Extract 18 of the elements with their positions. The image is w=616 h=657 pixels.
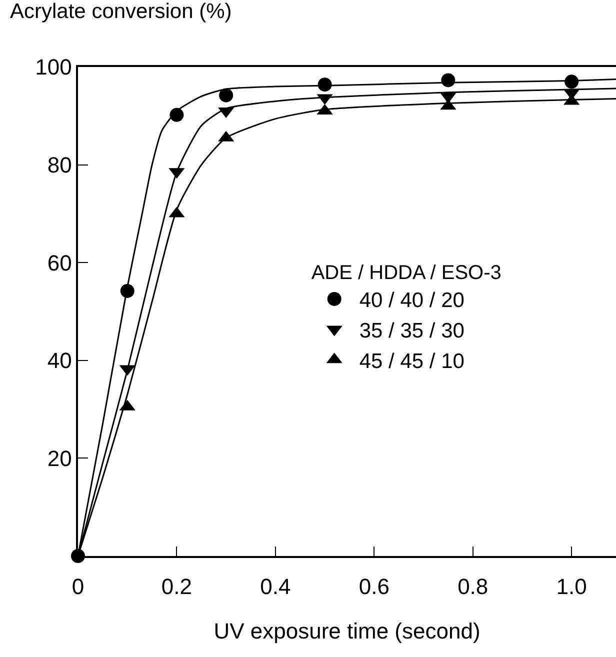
y-tick-label: 100 [35,54,72,80]
y-tick-label: 60 [47,250,72,276]
y-tick-label: 20 [47,446,72,471]
x-tick-label: 0.6 [358,574,390,600]
y-axis-title: Acrylate conversion (%) [10,0,232,23]
legend-label: 45 / 45 / 10 [359,350,464,373]
y-tick-label: 80 [47,152,72,178]
x-tick-label: 0.2 [161,574,192,600]
legend-label: 35 / 35 / 30 [359,319,464,342]
x-tick-label: 0.4 [260,574,291,600]
x-tick-label: 0.8 [458,574,488,600]
y-tick-label: 40 [47,348,72,374]
x-tick-label: 0 [72,574,84,600]
legend-title: ADE / HDDA / ESO-3 [311,262,502,284]
point [219,88,234,102]
x-tick-label: 1.0 [556,574,587,600]
legend-label: 40 / 40 / 20 [359,289,464,312]
x-axis-title: UV exposure time (second) [214,618,480,644]
